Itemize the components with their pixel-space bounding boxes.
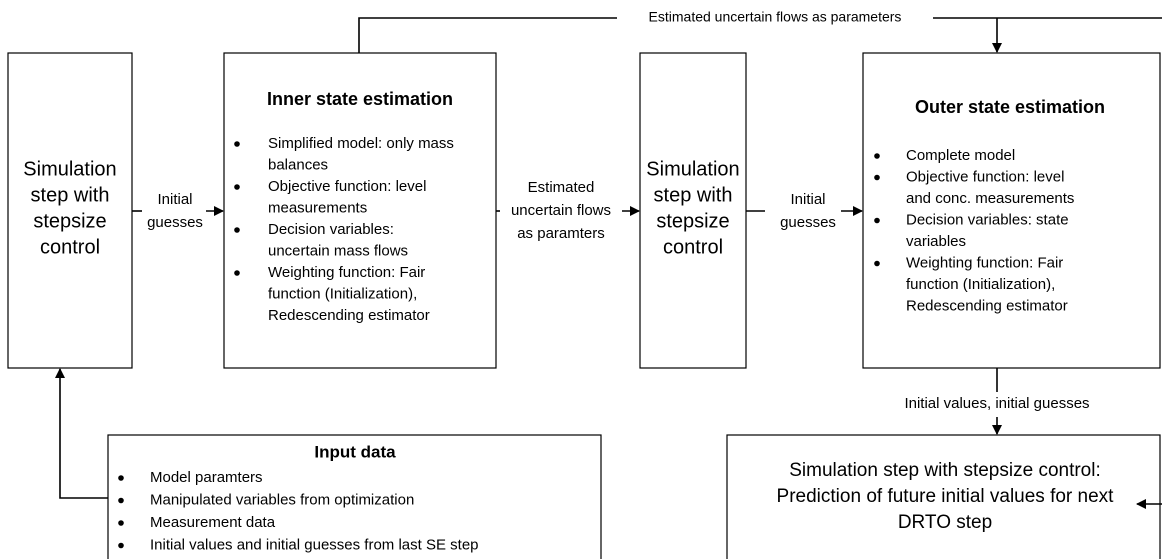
bullet <box>118 497 124 504</box>
bullet-text: Complete model <box>906 147 1015 164</box>
bullet <box>874 153 880 159</box>
node-text: Simulation step with stepsize control: <box>789 460 1101 481</box>
bullet-text: uncertain mass flows <box>268 242 408 259</box>
bullet-text: Measurement data <box>150 514 276 531</box>
box <box>862 52 1161 369</box>
arrow <box>55 368 108 499</box>
bullet-text: function (Initialization), <box>268 285 417 302</box>
edge-label: Estimated <box>528 179 595 196</box>
bullet-text: Objective function: level <box>268 178 426 195</box>
bullet-text: Weighting function: Fair <box>268 264 425 281</box>
node-text: step with <box>654 184 733 206</box>
bullet <box>234 227 240 233</box>
node-text: Simulation <box>646 158 739 180</box>
bullet <box>118 520 124 526</box>
node-text: step with <box>31 184 110 206</box>
node-text: control <box>40 236 100 258</box>
box <box>7 52 133 369</box>
bullet <box>874 217 880 224</box>
edge-label: Initial <box>790 191 825 208</box>
bullet-text: balances <box>268 156 328 173</box>
node-text: stepsize <box>656 210 729 232</box>
bullet <box>874 260 880 267</box>
node-text: Prediction of future initial values for … <box>777 486 1115 507</box>
box <box>107 434 602 559</box>
bullet-text: Manipulated variables from optimization <box>150 491 414 508</box>
edge-label: guesses <box>147 214 203 231</box>
bullet-text: Simplified model: only mass <box>268 135 454 152</box>
bullet <box>234 270 240 276</box>
bullet-text: Redescending estimator <box>268 307 430 324</box>
bullet-text: variables <box>906 233 966 250</box>
node-text: Simulation <box>23 158 116 180</box>
bullet <box>234 184 240 190</box>
bullet-text: Decision variables: state <box>906 211 1069 228</box>
label-bg <box>617 8 933 28</box>
edge-label: Initial <box>157 191 192 208</box>
bullet-text: Decision variables: <box>268 221 394 238</box>
bullet <box>118 542 124 549</box>
box <box>639 52 747 369</box>
node-text: stepsize <box>33 210 106 232</box>
node-text: control <box>663 236 723 258</box>
bullet-text: function (Initialization), <box>906 276 1055 293</box>
edge-label: as paramters <box>517 225 605 242</box>
box <box>726 434 1161 559</box>
box <box>223 52 497 369</box>
bullet-text: measurements <box>268 199 367 216</box>
bullet-text: Objective function: level <box>906 168 1064 185</box>
edge-label: guesses <box>780 214 836 231</box>
bullet-text: Model paramters <box>150 469 263 486</box>
node-title: Inner state estimation <box>267 89 453 109</box>
edge-label: uncertain flows <box>511 202 611 219</box>
node-text: DRTO step <box>898 512 992 533</box>
bullet <box>234 141 240 147</box>
bullet-text: Redescending estimator <box>906 297 1068 314</box>
edge-label: Initial values, initial guesses <box>904 395 1089 412</box>
bullet-text: Weighting function: Fair <box>906 254 1063 271</box>
node-title: Input data <box>314 442 396 461</box>
node-title: Outer state estimation <box>915 97 1105 117</box>
edge-label: Estimated uncertain flows as parameters <box>649 9 902 25</box>
bullet-text: Initial values and initial guesses from … <box>150 536 479 553</box>
bullet <box>874 174 880 181</box>
bullet-text: and conc. measurements <box>906 190 1074 207</box>
bullet <box>118 475 124 481</box>
